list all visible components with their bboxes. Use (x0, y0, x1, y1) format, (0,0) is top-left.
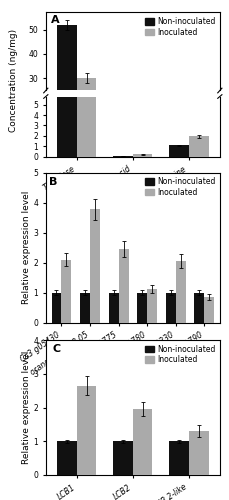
Bar (137, 292, 147, 322)
Bar (189, 431, 209, 475)
Bar (109, 292, 119, 322)
Legend: Non-inoculated, Inoculated: Non-inoculated, Inoculated (144, 16, 216, 38)
Bar (189, 136, 209, 156)
Legend: Non-inoculated, Inoculated: Non-inoculated, Inoculated (144, 176, 216, 198)
Text: C: C (53, 344, 61, 354)
Bar (52, 292, 62, 322)
Y-axis label: Relative expression level: Relative expression level (22, 351, 30, 464)
Text: Concentration (ng/mg): Concentration (ng/mg) (9, 28, 18, 132)
Bar (189, 146, 209, 152)
Bar (204, 297, 214, 322)
Bar (113, 441, 133, 475)
Text: B: B (49, 177, 58, 187)
Bar (90, 209, 100, 322)
Bar (57, 0, 77, 156)
Y-axis label: Relative expression level: Relative expression level (22, 191, 30, 304)
Bar (133, 154, 153, 156)
Bar (166, 292, 176, 322)
Bar (57, 24, 77, 152)
Bar (147, 289, 157, 322)
Bar (176, 261, 185, 322)
Bar (77, 386, 96, 475)
Text: A: A (51, 15, 60, 25)
Bar (119, 249, 128, 322)
Bar (62, 260, 71, 322)
Bar (77, 78, 96, 152)
Bar (169, 149, 189, 152)
Bar (80, 292, 90, 322)
Bar (169, 145, 189, 156)
Bar (194, 292, 204, 322)
Bar (77, 0, 96, 156)
Bar (133, 409, 153, 475)
Bar (57, 441, 77, 475)
Bar (169, 441, 189, 475)
Legend: Non-inoculated, Inoculated: Non-inoculated, Inoculated (144, 344, 216, 365)
